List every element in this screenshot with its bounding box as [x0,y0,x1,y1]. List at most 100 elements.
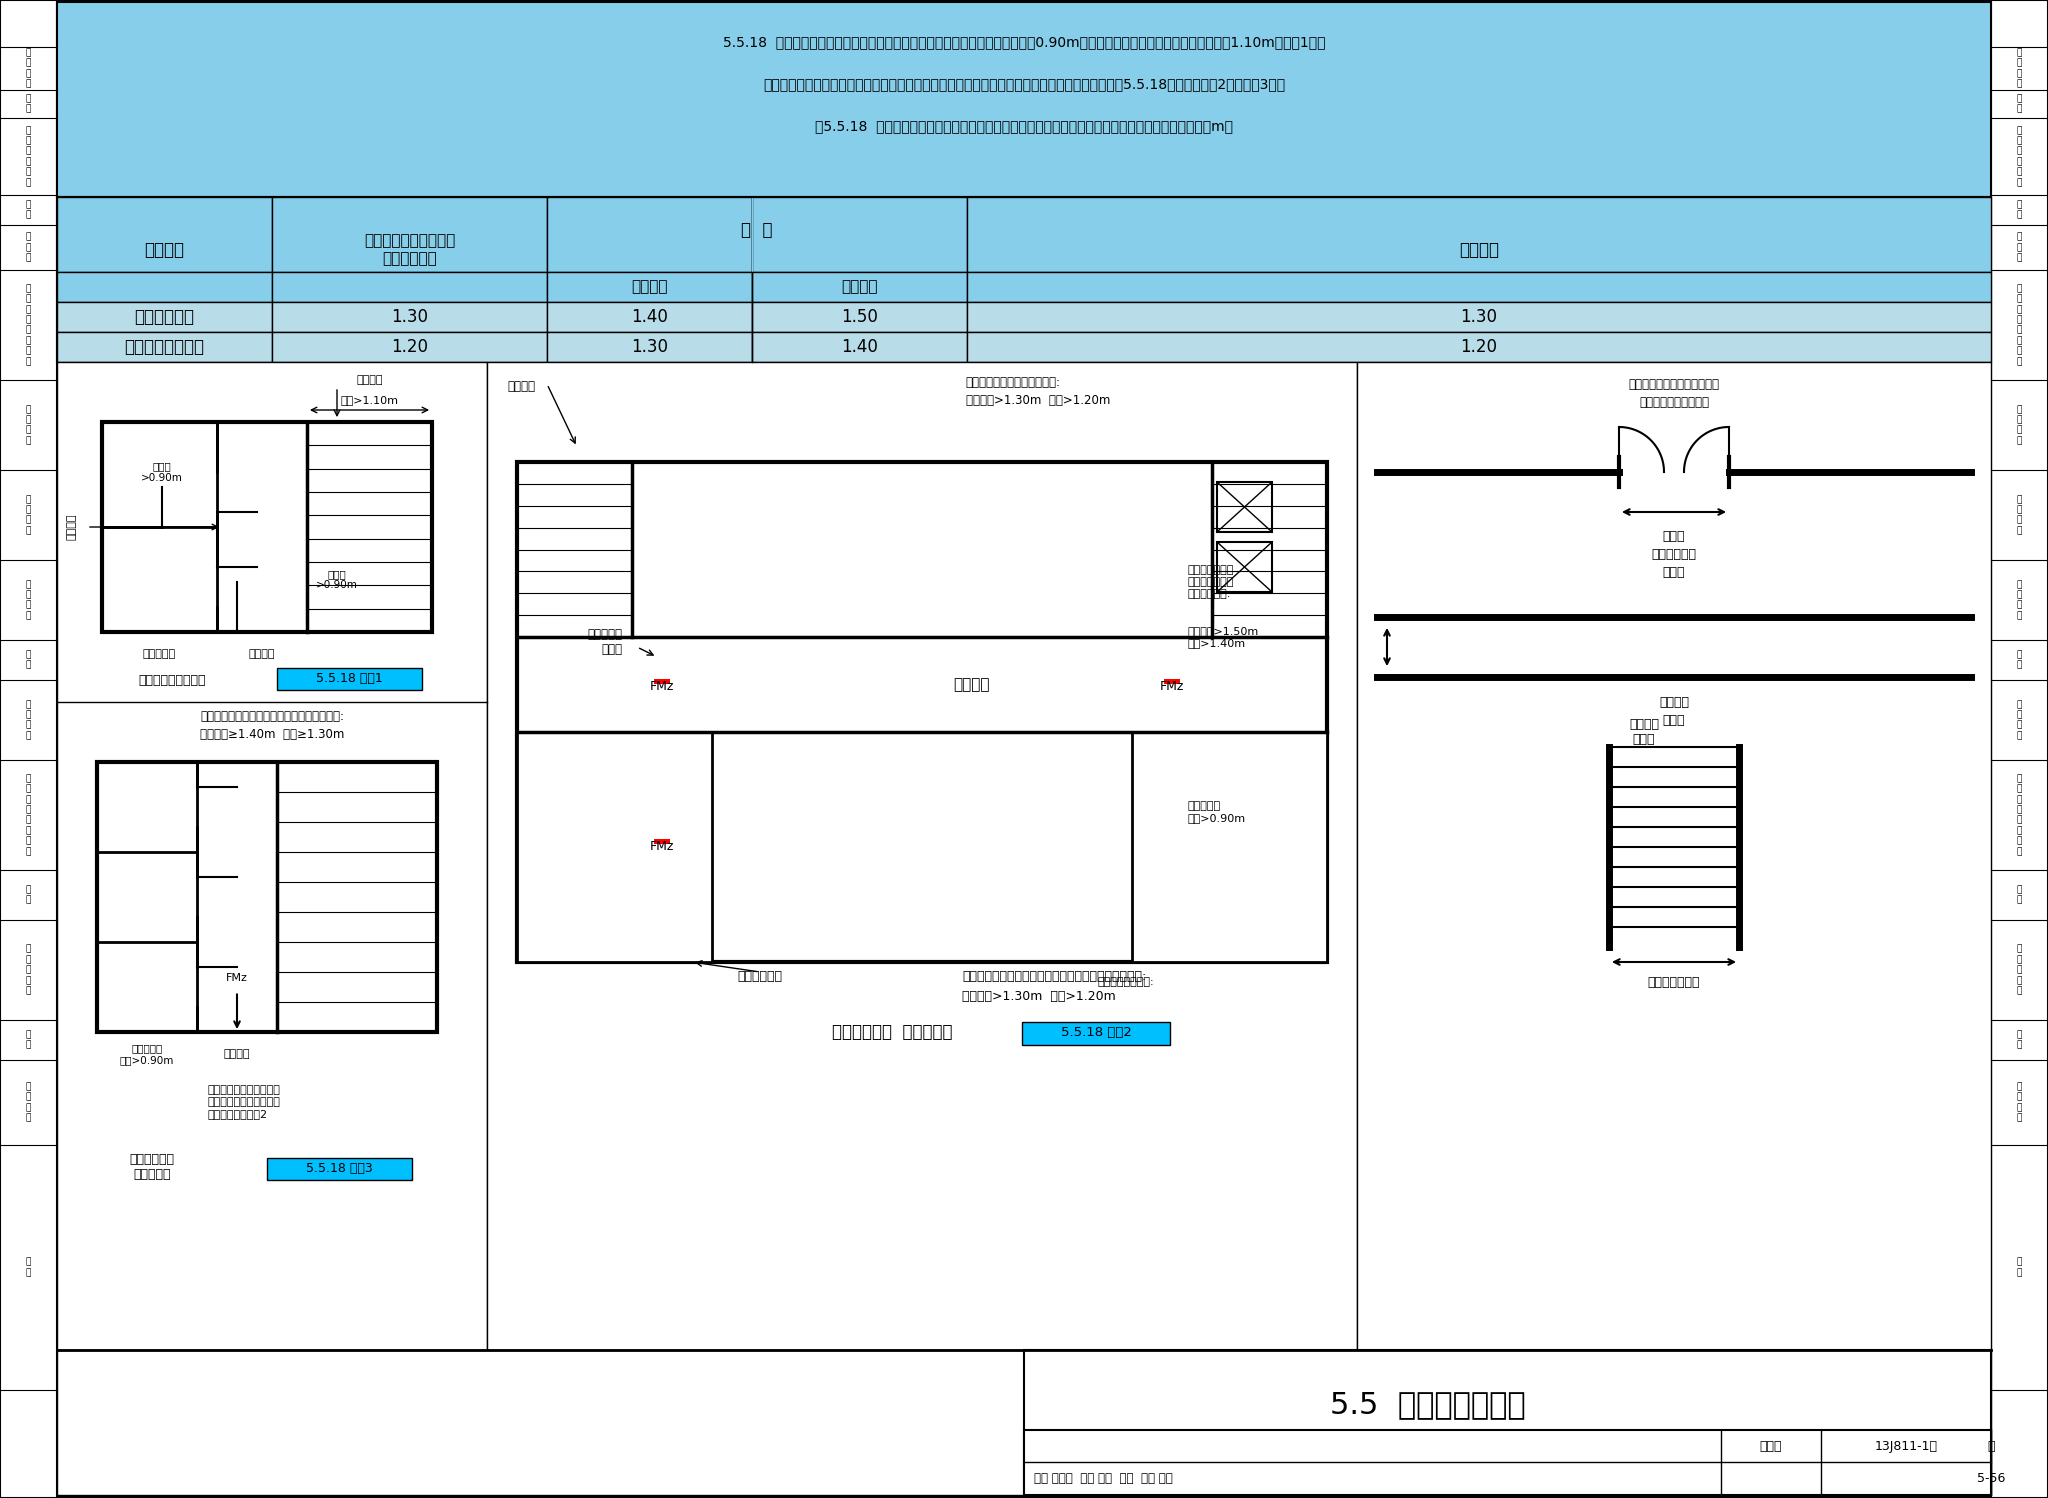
Text: 安全出口: 安全出口 [1659,695,1690,709]
Text: 楼梯间的首层疏散门、
首层疏散外门: 楼梯间的首层疏散门、 首层疏散外门 [365,234,455,265]
Text: 厂
房: 厂 房 [2017,201,2021,220]
Text: 5.5.18 图示1: 5.5.18 图示1 [315,673,383,686]
Text: 医疗建筑>1.30m  其他>1.20m: 医疗建筑>1.30m 其他>1.20m [963,990,1116,1004]
Text: 疏散走道: 疏散走道 [954,677,991,692]
Text: 5-56: 5-56 [1976,1473,2005,1485]
Bar [57,1,1991,198]
Text: 高层公共建筑内楼梯间的首层疏散门、首层疏散外门、疏散走道和疏散楼梯的最小净宽度应符合表5.5.18的规定【图示2】【图示3】。: 高层公共建筑内楼梯间的首层疏散门、首层疏散外门、疏散走道和疏散楼梯的最小净宽度应… [764,76,1284,91]
Text: 城
市: 城 市 [2017,1031,2021,1050]
Bar [272,333,547,363]
Bar [516,733,713,962]
Text: 交
通
隧
道: 交 通 隧 道 [27,1083,31,1122]
Text: 供
和
暖
气
调
通
风
节: 供 和 暖 气 调 通 风 节 [27,774,31,855]
Bar [57,363,487,1350]
Bar [653,679,670,685]
Text: 审核 蔡昭昀  校对 吴颖  彩枚  设计 高杰: 审核 蔡昭昀 校对 吴颖 彩枚 设计 高杰 [1034,1473,1174,1485]
Text: 灭
火
救
援: 灭 火 救 援 [27,580,31,620]
Bar [547,273,752,303]
Text: FMz: FMz [225,974,248,983]
Bar [57,273,272,303]
Bar [272,198,547,273]
Text: 13J811-1改: 13J811-1改 [1874,1440,1937,1453]
Text: 门净宽
>0.90m: 门净宽 >0.90m [315,569,358,590]
Text: 页: 页 [1987,1440,1995,1453]
Text: 目
录: 目 录 [27,94,31,114]
Bar [752,273,967,303]
Text: 设
施: 设 施 [2017,650,2021,670]
Text: 疏散楼梯净宽度: 疏散楼梯净宽度 [1649,975,1700,989]
Text: 医疗建筑>1.30m  其他>1.20m: 医疗建筑>1.30m 其他>1.20m [965,394,1110,406]
Text: 净宽>1.10m: 净宽>1.10m [340,395,399,404]
Bar [1133,733,1327,962]
Text: 楼梯间首层
疏散门: 楼梯间首层 疏散门 [588,628,623,656]
Text: 表5.5.18  高层公共建筑内楼梯间的首层疏散门、首层疏散外门、疏散走道和疏散楼梯的最小净宽度（m）: 表5.5.18 高层公共建筑内楼梯间的首层疏散门、首层疏散外门、疏散走道和疏散楼… [815,118,1233,133]
Text: 附
录: 附 录 [27,1258,31,1278]
Text: 5.5  安全疏散和避难: 5.5 安全疏散和避难 [1329,1390,1526,1420]
Bar [96,762,436,1032]
Text: 附
录: 附 录 [2017,1258,2021,1278]
Text: 交
通
隧
道: 交 通 隧 道 [2017,1083,2021,1122]
Text: 建
筑
构
造: 建 筑 构 造 [27,494,31,535]
Bar [547,198,752,273]
Text: 民
用
建
筑: 民 用 建 筑 [2017,404,2021,445]
Bar [547,303,752,333]
Text: 高层公共建筑内
走道双面布房疏
散走道的净宽:: 高层公共建筑内 走道双面布房疏 散走道的净宽: [1188,565,1233,599]
Text: 总
术
符
则
语
号: 总 术 符 则 语 号 [2017,126,2021,187]
Text: 单面布房: 单面布房 [631,280,668,295]
Text: 高层公共建筑内走道单面布房疏散走道的净宽:: 高层公共建筑内走道单面布房疏散走道的净宽: [201,710,344,724]
Text: 5.5.18 图示2: 5.5.18 图示2 [1061,1026,1130,1040]
Text: 1.50: 1.50 [842,309,879,327]
Text: 编
制
说
明: 编 制 说 明 [27,48,31,88]
Text: 双面布房: 双面布房 [842,280,879,295]
Text: 医疗建筑≥1.40m  其他≥1.30m: 医疗建筑≥1.40m 其他≥1.30m [201,728,344,742]
Text: 疏散楼梯: 疏散楼梯 [356,374,383,385]
Text: 医疗建筑>1.50m
其他>1.40m: 医疗建筑>1.50m 其他>1.40m [1188,626,1257,647]
Text: 总
术
符
则
语
号: 总 术 符 则 语 号 [27,126,31,187]
Text: 1.20: 1.20 [391,339,428,357]
Text: 净宽度: 净宽度 [1663,713,1686,727]
Bar [967,198,1991,273]
Text: 疏散楼梯净宽度示意图: 疏散楼梯净宽度示意图 [1638,395,1708,409]
Text: 高层公共建筑的楼梯间首层疏散门、首层疏散外门净宽:: 高层公共建筑的楼梯间首层疏散门、首层疏散外门净宽: [963,971,1147,984]
Text: 净宽度: 净宽度 [1663,566,1686,580]
Bar [487,363,1358,1350]
Text: 目
录: 目 录 [2017,94,2021,114]
Text: 1.30: 1.30 [1460,309,1497,327]
Text: 1.40: 1.40 [842,339,879,357]
Text: 5.5.18 图示3: 5.5.18 图示3 [305,1162,373,1176]
Bar [0,0,57,1498]
Bar [752,198,967,273]
Bar [752,333,967,363]
Bar [57,303,272,333]
Text: 高层公共建筑的疏散楼梯净宽:: 高层公共建筑的疏散楼梯净宽: [965,376,1061,388]
Bar [516,461,1327,962]
Text: 1.30: 1.30 [631,339,668,357]
Bar [276,668,422,691]
Text: FMz: FMz [649,840,674,854]
Text: 1.40: 1.40 [631,309,668,327]
Bar [102,422,432,632]
Text: 电
气: 电 气 [27,885,31,905]
Text: 厂
房: 厂 房 [27,201,31,220]
Bar [272,273,547,303]
Text: 图集号: 图集号 [1759,1440,1782,1453]
Bar [1217,542,1272,592]
Text: 疏散走道: 疏散走道 [223,1049,250,1059]
Text: 高层公共建筑  平面示意图: 高层公共建筑 平面示意图 [831,1023,952,1041]
Text: 木
建
结
筑
构: 木 建 结 筑 构 [27,945,31,995]
Bar [1163,679,1180,685]
Text: 房间疏散门
净宽>0.90m: 房间疏散门 净宽>0.90m [121,1043,174,1065]
Bar [1217,482,1272,532]
Text: 设
施: 设 施 [27,650,31,670]
Text: 消
防
设
置: 消 防 设 置 [27,700,31,740]
Text: 和
仓
库: 和 仓 库 [27,232,31,262]
Text: 疏散楼梯: 疏散楼梯 [1458,241,1499,259]
Bar [547,333,752,363]
Text: 木
建
结
筑
构: 木 建 结 筑 构 [2017,945,2021,995]
Text: 疏散楼梯
净宽度: 疏散楼梯 净宽度 [1628,718,1659,746]
Text: 公共建筑平面示意图: 公共建筑平面示意图 [139,674,205,686]
Text: 走  道: 走 道 [741,220,772,238]
Bar [272,303,547,333]
Bar [1024,1350,1991,1495]
Text: （安全出口）: （安全出口） [1651,548,1696,562]
